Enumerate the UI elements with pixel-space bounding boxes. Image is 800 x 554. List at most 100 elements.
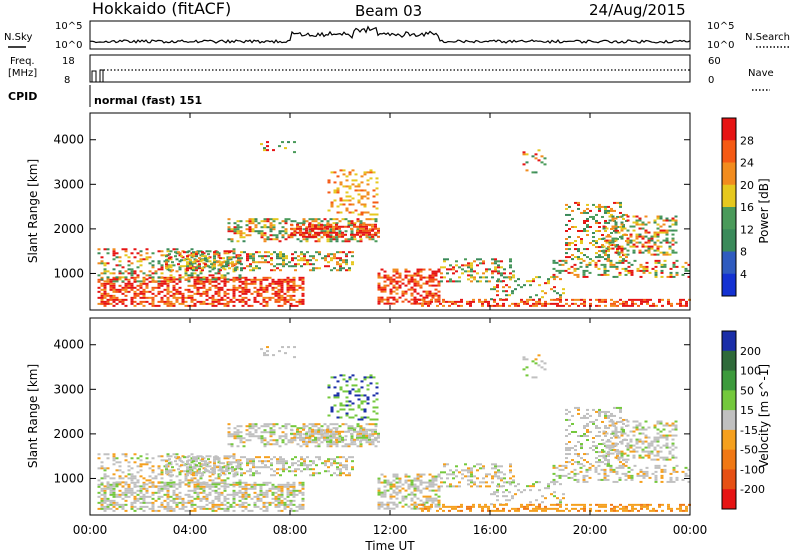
power-cell <box>589 215 592 218</box>
velocity-cell <box>263 437 267 440</box>
power-cell <box>238 284 242 287</box>
power-cell <box>365 236 369 239</box>
power-cell <box>386 284 390 287</box>
velocity-cell <box>303 468 306 471</box>
power-cell <box>274 286 278 289</box>
power-cell <box>220 280 224 283</box>
power-cell <box>151 286 155 289</box>
power-cell <box>294 269 297 272</box>
velocity-cell <box>386 507 390 510</box>
velocity-cell <box>586 428 589 431</box>
velocity-cell <box>324 470 327 473</box>
power-cell <box>332 238 336 241</box>
velocity-cell <box>202 491 206 494</box>
power-cell <box>377 227 380 230</box>
power-cell <box>611 217 615 220</box>
velocity-cell <box>145 479 149 482</box>
velocity-cell <box>249 462 252 465</box>
power-cell <box>611 219 615 222</box>
velocity-cell <box>547 485 550 488</box>
velocity-cell <box>192 472 195 475</box>
power-cell <box>589 242 592 245</box>
velocity-cell <box>287 439 291 442</box>
velocity-cell <box>187 483 191 486</box>
power-cell <box>547 280 550 283</box>
velocity-cell <box>222 466 225 469</box>
power-cell <box>151 252 155 255</box>
velocity-cell <box>398 485 402 488</box>
power-cell <box>380 290 384 293</box>
power-cell <box>136 266 140 269</box>
velocity-cell <box>386 483 390 486</box>
velocity-cell <box>500 471 503 474</box>
velocity-cell <box>217 487 221 490</box>
velocity-cell <box>133 477 137 480</box>
power-cell <box>139 284 143 287</box>
velocity-cell <box>410 507 414 510</box>
velocity-cell <box>428 489 432 492</box>
power-cell <box>223 276 227 279</box>
velocity-cell <box>172 453 176 456</box>
velocity-cell <box>97 501 101 504</box>
velocity-cell <box>177 456 180 459</box>
power-cell <box>577 258 580 261</box>
power-cell <box>253 276 257 279</box>
power-cell <box>193 284 197 287</box>
power-cell <box>265 300 269 303</box>
velocity-cell <box>586 412 589 415</box>
velocity-cell <box>236 425 240 428</box>
power-cell <box>273 251 276 254</box>
power-cell <box>609 265 613 268</box>
velocity-cell <box>347 443 351 446</box>
power-cell <box>351 261 354 264</box>
power-cell <box>371 238 375 241</box>
velocity-cell <box>223 483 227 486</box>
power-cell <box>186 269 189 272</box>
power-cell <box>193 262 197 265</box>
power-cell <box>265 288 269 291</box>
velocity-cell <box>157 497 161 500</box>
velocity-cell <box>281 431 285 434</box>
velocity-cell <box>225 470 228 473</box>
velocity-cell <box>485 475 488 478</box>
power-cell <box>672 275 676 278</box>
power-cell <box>496 290 499 293</box>
power-cell <box>166 250 170 253</box>
power-cell <box>626 219 630 222</box>
velocity-cell <box>359 425 363 428</box>
power-cell <box>595 219 598 222</box>
velocity-cell <box>103 469 107 472</box>
power-cell <box>127 268 131 271</box>
velocity-cell <box>235 491 239 494</box>
power-cell <box>100 272 104 275</box>
velocity-cell <box>259 499 263 502</box>
power-cell <box>196 292 200 295</box>
power-cell <box>148 270 152 273</box>
power-cell <box>620 227 624 230</box>
power-cell <box>604 207 607 210</box>
velocity-cell <box>275 423 279 426</box>
power-cell <box>106 280 110 283</box>
velocity-cell <box>503 473 506 476</box>
velocity-cell <box>413 489 417 492</box>
velocity-cell <box>190 501 194 504</box>
power-cell <box>169 294 173 297</box>
power-cell <box>232 294 236 297</box>
velocity-cell <box>121 493 125 496</box>
velocity-cell <box>240 472 243 475</box>
power-cell <box>142 276 146 279</box>
velocity-cell <box>350 435 354 438</box>
power-cell <box>190 304 194 307</box>
velocity-cell <box>332 434 335 437</box>
power-cell <box>226 258 230 261</box>
power-cell <box>290 233 293 236</box>
power-cell <box>214 284 218 287</box>
power-cell <box>115 256 119 259</box>
power-cell <box>637 298 640 301</box>
power-cell <box>344 218 348 221</box>
velocity-cell <box>233 437 237 440</box>
velocity-cell <box>169 505 173 508</box>
velocity-cell <box>311 423 315 426</box>
velocity-cell <box>482 465 485 468</box>
power-cell <box>160 276 164 279</box>
